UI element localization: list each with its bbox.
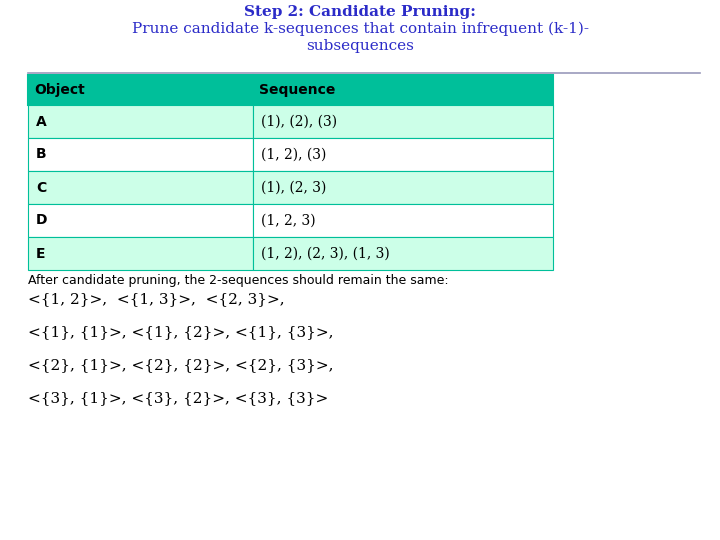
- Bar: [28, 171, 253, 204]
- Text: C: C: [36, 180, 46, 194]
- Bar: [253, 237, 553, 270]
- Bar: [253, 171, 553, 204]
- Bar: [28, 75, 253, 105]
- Text: A: A: [36, 114, 47, 129]
- Text: (1, 2), (3): (1, 2), (3): [261, 147, 326, 161]
- Bar: [28, 138, 253, 171]
- Text: Prune candidate k-sequences that contain infrequent (k-1)-: Prune candidate k-sequences that contain…: [132, 22, 588, 36]
- Bar: [28, 204, 253, 237]
- Text: <{2}, {1}>, <{2}, {2}>, <{2}, {3}>,: <{2}, {1}>, <{2}, {2}>, <{2}, {3}>,: [28, 358, 333, 372]
- Text: (1, 2), (2, 3), (1, 3): (1, 2), (2, 3), (1, 3): [261, 246, 390, 260]
- Text: (1, 2, 3): (1, 2, 3): [261, 213, 315, 227]
- Text: Object: Object: [34, 83, 85, 97]
- Text: subsequences: subsequences: [306, 39, 414, 53]
- Bar: [253, 75, 553, 105]
- Text: Sequence: Sequence: [259, 83, 336, 97]
- Text: <{1, 2}>,  <{1, 3}>,  <{2, 3}>,: <{1, 2}>, <{1, 3}>, <{2, 3}>,: [28, 292, 284, 306]
- Text: Step 2: Candidate Pruning:: Step 2: Candidate Pruning:: [244, 5, 476, 19]
- Bar: [253, 204, 553, 237]
- Text: <{3}, {1}>, <{3}, {2}>, <{3}, {3}>: <{3}, {1}>, <{3}, {2}>, <{3}, {3}>: [28, 391, 328, 405]
- Text: B: B: [36, 147, 47, 161]
- Text: D: D: [36, 213, 48, 227]
- Bar: [28, 105, 253, 138]
- Bar: [28, 237, 253, 270]
- Bar: [253, 105, 553, 138]
- Text: (1), (2, 3): (1), (2, 3): [261, 180, 326, 194]
- Bar: [253, 138, 553, 171]
- Text: E: E: [36, 246, 45, 260]
- Text: After candidate pruning, the 2-sequences should remain the same:: After candidate pruning, the 2-sequences…: [28, 274, 449, 287]
- Text: <{1}, {1}>, <{1}, {2}>, <{1}, {3}>,: <{1}, {1}>, <{1}, {2}>, <{1}, {3}>,: [28, 325, 333, 339]
- Text: (1), (2), (3): (1), (2), (3): [261, 114, 337, 129]
